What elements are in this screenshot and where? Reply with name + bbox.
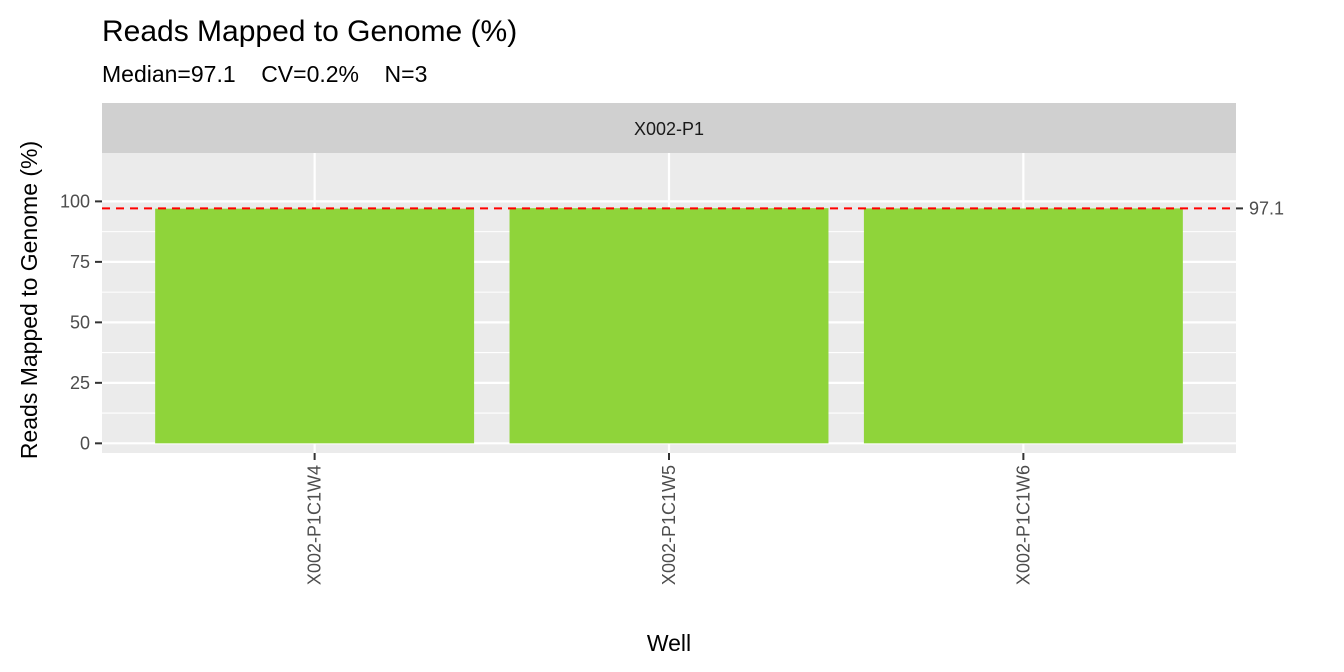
x-tick-label: X002-P1C1W4	[305, 465, 325, 585]
facet-strip-label: X002-P1	[634, 119, 704, 139]
chart-title: Reads Mapped to Genome (%)	[102, 15, 517, 48]
y-tick-label: 0	[80, 433, 90, 453]
x-tick-label: X002-P1C1W5	[659, 465, 679, 585]
y-tick-label: 75	[70, 252, 90, 272]
reference-line-label: 97.1	[1249, 198, 1284, 218]
y-tick-label: 100	[60, 191, 90, 211]
bar	[509, 208, 829, 444]
bar	[155, 208, 475, 444]
bar	[863, 208, 1183, 444]
facet-strip	[102, 103, 1236, 153]
reference-line-group: 97.1	[102, 198, 1284, 218]
x-tick-label: X002-P1C1W6	[1013, 465, 1033, 585]
bars	[155, 208, 1183, 444]
y-tick-label: 25	[70, 373, 90, 393]
x-axis: X002-P1C1W4 X002-P1C1W5 X002-P1C1W6	[305, 453, 1033, 585]
y-tick-label: 50	[70, 312, 90, 332]
y-axis: 0 25 50 75 100	[60, 191, 102, 453]
x-axis-title: Well	[647, 630, 691, 656]
y-axis-title: Reads Mapped to Genome (%)	[16, 141, 42, 459]
chart-subtitle: Median=97.1 CV=0.2% N=3	[102, 61, 427, 87]
